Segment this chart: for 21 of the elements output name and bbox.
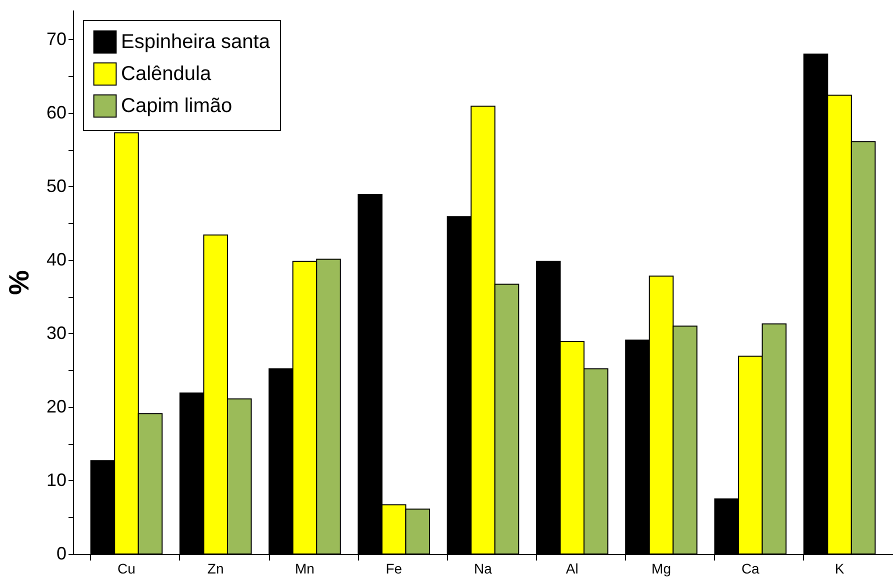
y-axis-title: % <box>3 270 34 295</box>
y-tick-label: 50 <box>46 176 66 196</box>
x-tick-label: K <box>834 560 845 576</box>
y-tick-label: 0 <box>56 544 66 564</box>
x-tick-label: Na <box>474 560 492 576</box>
x-tick-label: Ca <box>741 560 760 576</box>
y-tick-label: 60 <box>46 102 66 122</box>
x-tick-label: Mn <box>295 560 314 576</box>
y-tick-label: 70 <box>46 28 66 49</box>
x-tick-label: Cu <box>118 560 136 576</box>
y-tick-label: 40 <box>46 249 66 270</box>
legend-label: Calêndula <box>121 63 212 85</box>
x-tick-label: Zn <box>207 560 224 576</box>
y-tick-label: 30 <box>46 322 66 343</box>
y-tick-label: 20 <box>46 396 66 416</box>
x-tick-label: Mg <box>652 560 671 576</box>
legend-label: Capim limão <box>121 95 232 117</box>
x-tick-label: Al <box>566 560 578 576</box>
legend-label: Espinheira santa <box>121 31 271 53</box>
y-tick-label: 10 <box>46 470 66 490</box>
x-tick-label: Fe <box>386 560 402 576</box>
